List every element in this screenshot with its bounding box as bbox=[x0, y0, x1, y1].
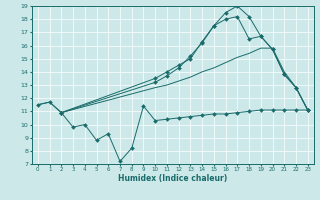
X-axis label: Humidex (Indice chaleur): Humidex (Indice chaleur) bbox=[118, 174, 228, 183]
